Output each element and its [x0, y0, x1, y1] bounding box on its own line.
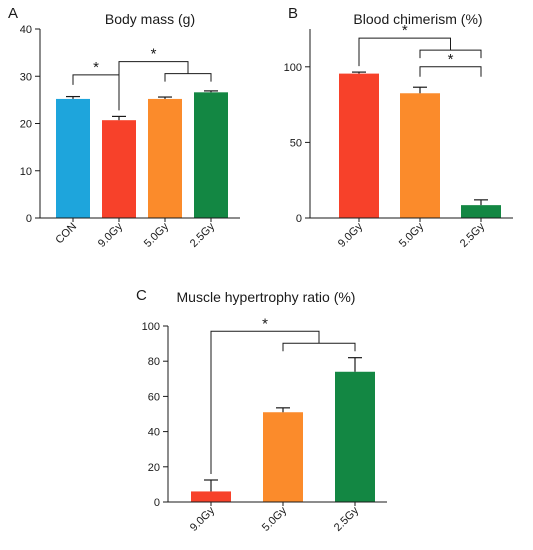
significance-star: *	[448, 51, 454, 68]
x-tick-label: 9.0Gy	[188, 504, 218, 534]
bar-9-0gy	[339, 73, 379, 218]
bar-9-0gy	[191, 491, 231, 502]
significance-bracket	[419, 66, 482, 77]
x-tick-label: 5.0Gy	[397, 220, 427, 250]
significance-star: *	[151, 46, 157, 63]
chart-title: Blood chimerism (%)	[353, 11, 482, 27]
y-tick-label: 100	[142, 321, 160, 333]
significance-bracket	[118, 61, 189, 111]
y-tick-label: 20	[148, 462, 160, 474]
significance-bracket	[210, 330, 320, 474]
significance-star: *	[262, 315, 268, 332]
y-tick-label: 100	[284, 62, 302, 74]
y-tick-label: 60	[148, 391, 160, 403]
significance-star: *	[93, 59, 99, 76]
chart-title: Muscle hypertrophy ratio (%)	[177, 289, 356, 305]
panel-letter: C	[136, 287, 147, 304]
x-tick-label: CON	[53, 221, 79, 247]
bar-5-0gy	[148, 98, 182, 218]
chart-panel-b: B Blood chimerism (%) 0 50 100 9.0Gy 5.0Gy 2.5G…	[284, 5, 513, 250]
bar-5-0gy	[263, 412, 303, 502]
bar-5-0gy	[400, 93, 440, 218]
significance-star: *	[402, 22, 408, 39]
x-tick-label: 5.0Gy	[142, 220, 172, 250]
y-tick-label: 30	[20, 71, 32, 83]
x-tick-label: 2.5Gy	[458, 220, 488, 250]
x-tick-label: 5.0Gy	[260, 504, 290, 534]
y-tick-label: 0	[296, 213, 302, 225]
y-tick-label: 0	[26, 213, 32, 225]
chart-panel-a: A Body mass (g) 0 10 20 30 40 CON 9.0Gy 5.0Gy 2.5G…	[8, 5, 240, 250]
significance-bracket	[72, 74, 120, 85]
y-tick-label: 80	[148, 356, 160, 368]
y-tick-label: 40	[148, 427, 160, 439]
panel-letter: A	[8, 5, 18, 22]
y-tick-label: 50	[290, 137, 302, 149]
x-tick-label: 2.5Gy	[188, 220, 218, 250]
x-tick-label: 9.0Gy	[336, 220, 366, 250]
chart-panel-c: C Muscle hypertrophy ratio (%) 0 20 40 60 80 10…	[136, 287, 387, 534]
bar-2-5gy	[335, 371, 375, 502]
x-tick-label: 9.0Gy	[96, 220, 126, 250]
significance-bracket	[358, 37, 451, 67]
y-tick-label: 40	[20, 24, 32, 36]
chart-title: Body mass (g)	[105, 11, 195, 27]
significance-group-bracket	[282, 342, 356, 352]
y-tick-label: 0	[154, 497, 160, 509]
bar-2-5gy	[194, 92, 228, 218]
significance-group-bracket	[164, 73, 212, 82]
bar-9-0gy	[102, 120, 136, 218]
y-tick-label: 20	[20, 119, 32, 131]
panel-letter: B	[288, 5, 298, 22]
y-tick-label: 10	[20, 166, 32, 178]
bar-con	[56, 98, 90, 218]
bar-2-5gy	[461, 205, 501, 218]
x-tick-label: 2.5Gy	[332, 504, 362, 534]
